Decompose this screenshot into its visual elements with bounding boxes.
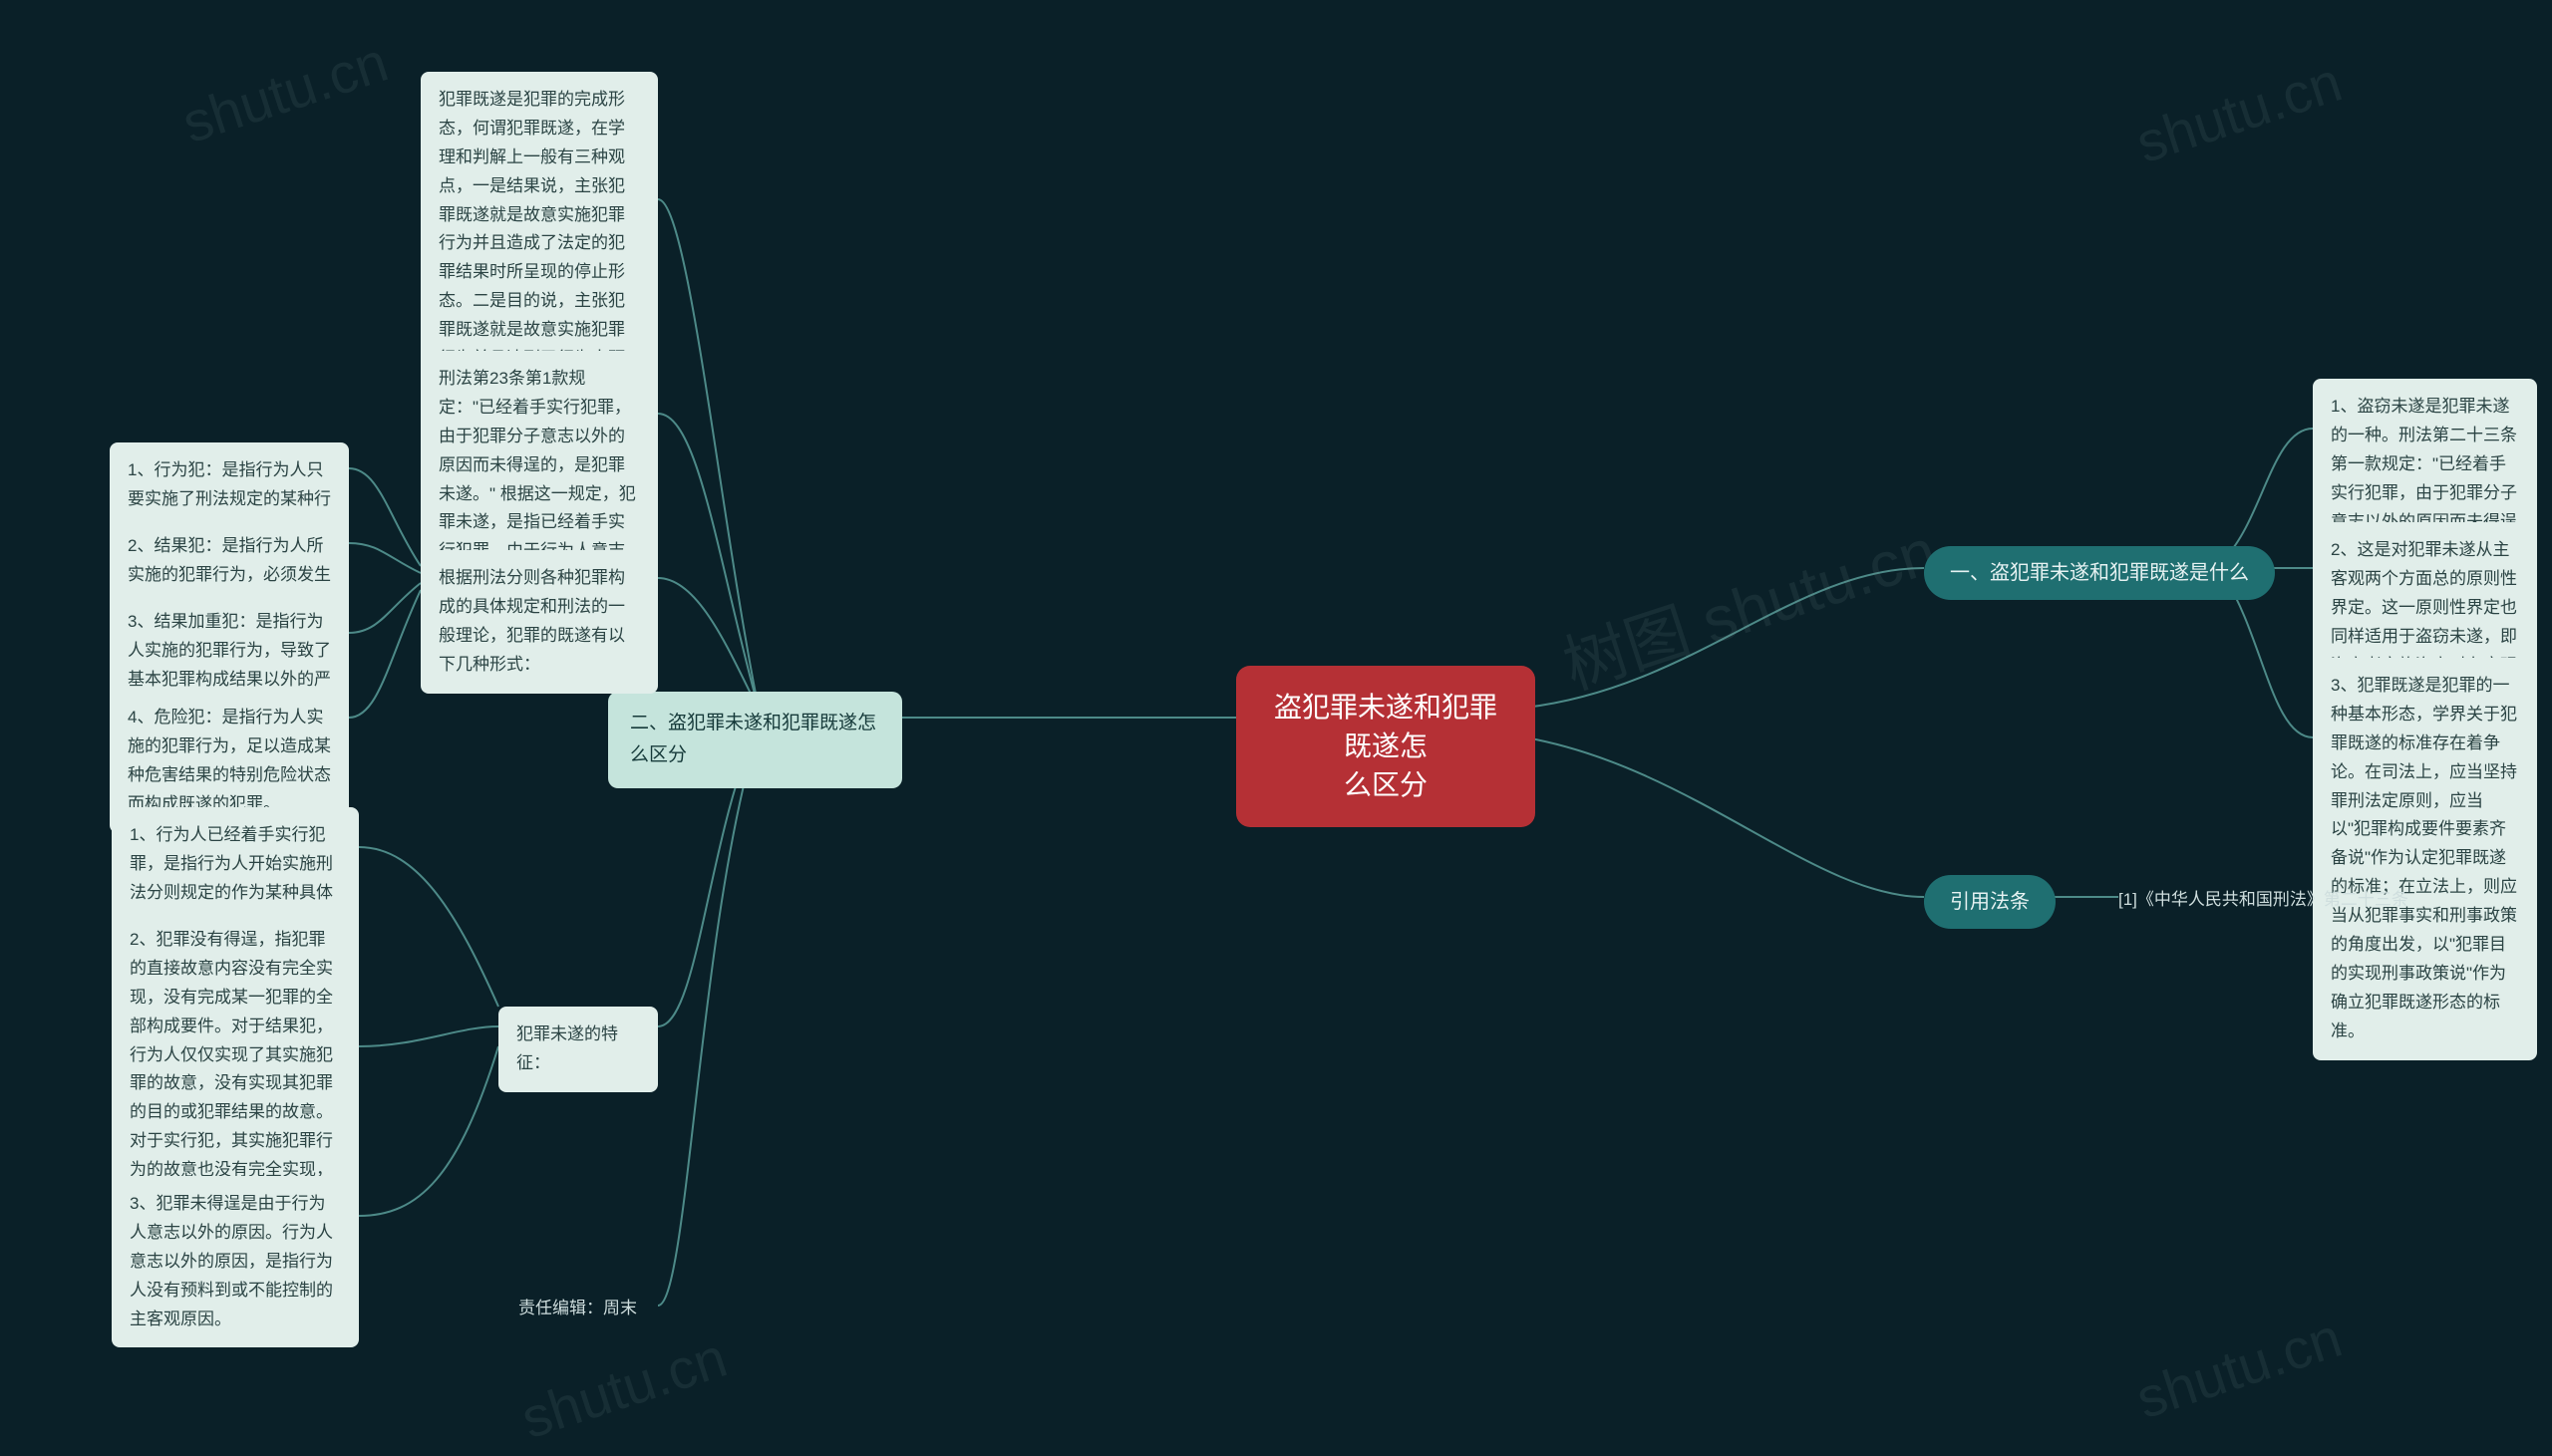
watermark: shutu.cn xyxy=(174,29,395,155)
root-line2: 么区分 xyxy=(1266,765,1505,804)
leaf-r1-3[interactable]: 3、犯罪既遂是犯罪的一种基本形态，学界关于犯罪既遂的标准存在着争论。在司法上，应… xyxy=(2313,658,2537,1060)
watermark: shutu.cn xyxy=(2128,1305,2349,1431)
branch-right-2[interactable]: 引用法条 xyxy=(1924,875,2056,929)
watermark: 树图 shutu.cn xyxy=(1550,500,1946,707)
branch-right-1[interactable]: 一、盗犯罪未遂和犯罪既遂是什么 xyxy=(1924,546,2275,600)
sub-l-4[interactable]: 犯罪未遂的特征： xyxy=(498,1007,658,1092)
watermark: shutu.cn xyxy=(513,1324,734,1451)
root-line1: 盗犯罪未遂和犯罪既遂怎 xyxy=(1266,688,1505,765)
sub-l-5: 责任编辑：周末 xyxy=(518,1294,637,1318)
leaf-r2-1: [1]《中华人民共和国刑法》第二十三条 xyxy=(2118,885,2408,910)
watermark: shutu.cn xyxy=(2128,49,2349,175)
sub-l-3[interactable]: 根据刑法分则各种犯罪构成的具体规定和刑法的一般理论，犯罪的既遂有以下几种形式： xyxy=(421,550,658,694)
leaf-l4-3[interactable]: 3、犯罪未得逞是由于行为人意志以外的原因。行为人意志以外的原因，是指行为人没有预… xyxy=(112,1176,359,1347)
branch-left[interactable]: 二、盗犯罪未遂和犯罪既遂怎么区分 xyxy=(608,692,902,788)
root-node[interactable]: 盗犯罪未遂和犯罪既遂怎 么区分 xyxy=(1236,666,1535,827)
